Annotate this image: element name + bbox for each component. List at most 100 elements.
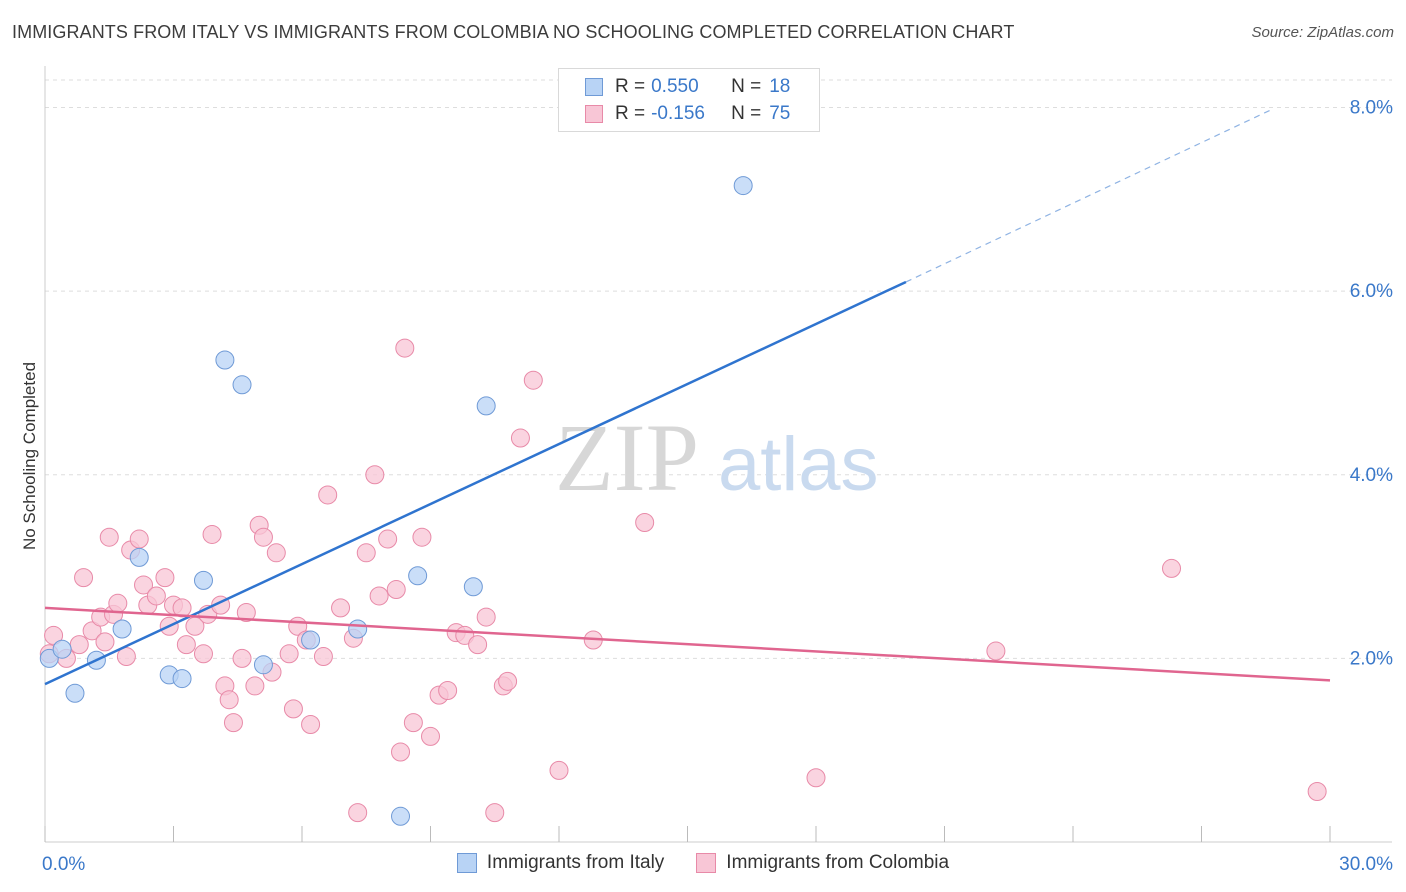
- colombia-point: [523, 370, 543, 390]
- italy-point: [253, 655, 273, 675]
- watermark-atlas: atlas: [718, 422, 879, 507]
- colombia-trend-line: [44, 606, 1331, 682]
- italy-point: [215, 350, 235, 370]
- colombia-legend-swatch: [696, 853, 717, 873]
- watermark-zip: ZIP: [555, 404, 699, 511]
- colombia-point: [44, 625, 64, 645]
- italy-legend-swatch: [456, 853, 477, 873]
- italy-point: [391, 806, 411, 826]
- colombia-point: [155, 568, 175, 588]
- colombia-point: [146, 586, 166, 606]
- colombia-point: [806, 768, 826, 788]
- colombia-point: [134, 575, 154, 595]
- colombia-point: [412, 527, 432, 547]
- colombia-point: [318, 485, 338, 505]
- colombia-point: [986, 641, 1006, 661]
- colombia-point: [82, 621, 102, 641]
- colombia-point: [549, 760, 569, 780]
- italy-point: [232, 375, 252, 395]
- y-tick-label: 4.0%: [1350, 465, 1393, 486]
- x-tick-label: 30.0%: [1339, 854, 1393, 875]
- colombia-point: [108, 593, 128, 613]
- italy-point: [408, 566, 428, 586]
- italy-trend-extension: [905, 109, 1271, 283]
- colombia-point: [232, 648, 252, 668]
- colombia-point: [391, 742, 411, 762]
- colombia-point: [498, 671, 518, 691]
- colombia-point: [172, 598, 192, 618]
- colombia-legend-label: Immigrants from Colombia: [726, 852, 950, 873]
- colombia-point: [468, 635, 488, 655]
- colombia-point: [245, 676, 265, 696]
- colombia-point: [510, 428, 530, 448]
- colombia-point: [378, 529, 398, 549]
- italy-point: [39, 648, 59, 668]
- colombia-point: [635, 513, 655, 533]
- italy-point: [348, 619, 368, 639]
- colombia-point: [266, 543, 286, 563]
- chart-source: Source: ZipAtlas.com: [1251, 24, 1394, 41]
- colombia-point: [223, 713, 243, 733]
- colombia-point: [129, 529, 149, 549]
- chart-title: IMMIGRANTS FROM ITALY VS IMMIGRANTS FROM…: [12, 22, 1015, 42]
- colombia-point: [301, 714, 321, 734]
- italy-point: [463, 577, 483, 597]
- y-tick-label: 2.0%: [1350, 648, 1393, 669]
- colombia-point: [356, 543, 376, 563]
- legend-row-colombia: R = -0.156 N = 75: [585, 101, 790, 127]
- colombia-r-label: R =: [615, 103, 646, 124]
- colombia-point: [1307, 782, 1327, 802]
- colombia-point: [253, 527, 273, 547]
- legend-row-italy: R = 0.550 N = 18: [585, 74, 790, 100]
- italy-point: [52, 639, 72, 659]
- italy-point: [733, 176, 753, 196]
- italy-n-value: 18: [769, 76, 791, 97]
- watermark: ZIP atlas: [555, 404, 879, 511]
- italy-n-label: N =: [731, 76, 762, 97]
- colombia-point: [1162, 558, 1182, 578]
- italy-r-label: R =: [615, 76, 646, 97]
- colombia-point: [485, 803, 505, 823]
- italy-legend-label: Immigrants from Italy: [486, 852, 665, 873]
- colombia-r-value: -0.156: [651, 103, 705, 124]
- colombia-point: [95, 632, 115, 652]
- colombia-point: [202, 524, 222, 544]
- colombia-point: [421, 726, 440, 746]
- colombia-point: [236, 602, 256, 622]
- y-tick-label: 6.0%: [1350, 281, 1393, 302]
- colombia-point: [116, 647, 136, 667]
- italy-point: [112, 619, 132, 639]
- colombia-point: [193, 644, 213, 664]
- italy-point: [172, 669, 192, 689]
- colombia-point: [365, 465, 385, 485]
- colombia-point: [283, 699, 303, 719]
- colombia-point: [348, 803, 368, 823]
- colombia-n-value: 75: [769, 103, 791, 124]
- colombia-point: [369, 586, 389, 606]
- legend-item-italy[interactable]: Immigrants from Italy: [456, 852, 665, 874]
- italy-point: [129, 547, 149, 567]
- colombia-point: [279, 644, 299, 664]
- colombia-point: [69, 635, 89, 655]
- colombia-point: [313, 647, 333, 667]
- italy-point: [65, 683, 85, 703]
- colombia-point: [176, 635, 196, 655]
- correlation-legend: R = 0.550 N = 18 R = -0.156 N = 75: [558, 68, 820, 132]
- x-tick-label: 0.0%: [42, 854, 85, 875]
- italy-r-value: 0.550: [651, 76, 699, 97]
- colombia-point: [476, 607, 496, 627]
- tick-labels: 2.0% 4.0% 6.0% 8.0% 0.0% 30.0%: [42, 98, 1393, 875]
- axes: [44, 66, 1392, 843]
- series-legend: Immigrants from Italy Immigrants from Co…: [0, 852, 1406, 874]
- legend-item-colombia[interactable]: Immigrants from Colombia: [696, 852, 949, 874]
- italy-points: [39, 176, 753, 826]
- colombia-n-label: N =: [731, 103, 762, 124]
- italy-point: [476, 396, 496, 416]
- trend-lines: [44, 109, 1331, 686]
- y-tick-label: 8.0%: [1350, 98, 1393, 119]
- colombia-point: [403, 713, 423, 733]
- colombia-point: [386, 580, 406, 600]
- colombia-point: [74, 568, 94, 588]
- colombia-point: [331, 598, 351, 618]
